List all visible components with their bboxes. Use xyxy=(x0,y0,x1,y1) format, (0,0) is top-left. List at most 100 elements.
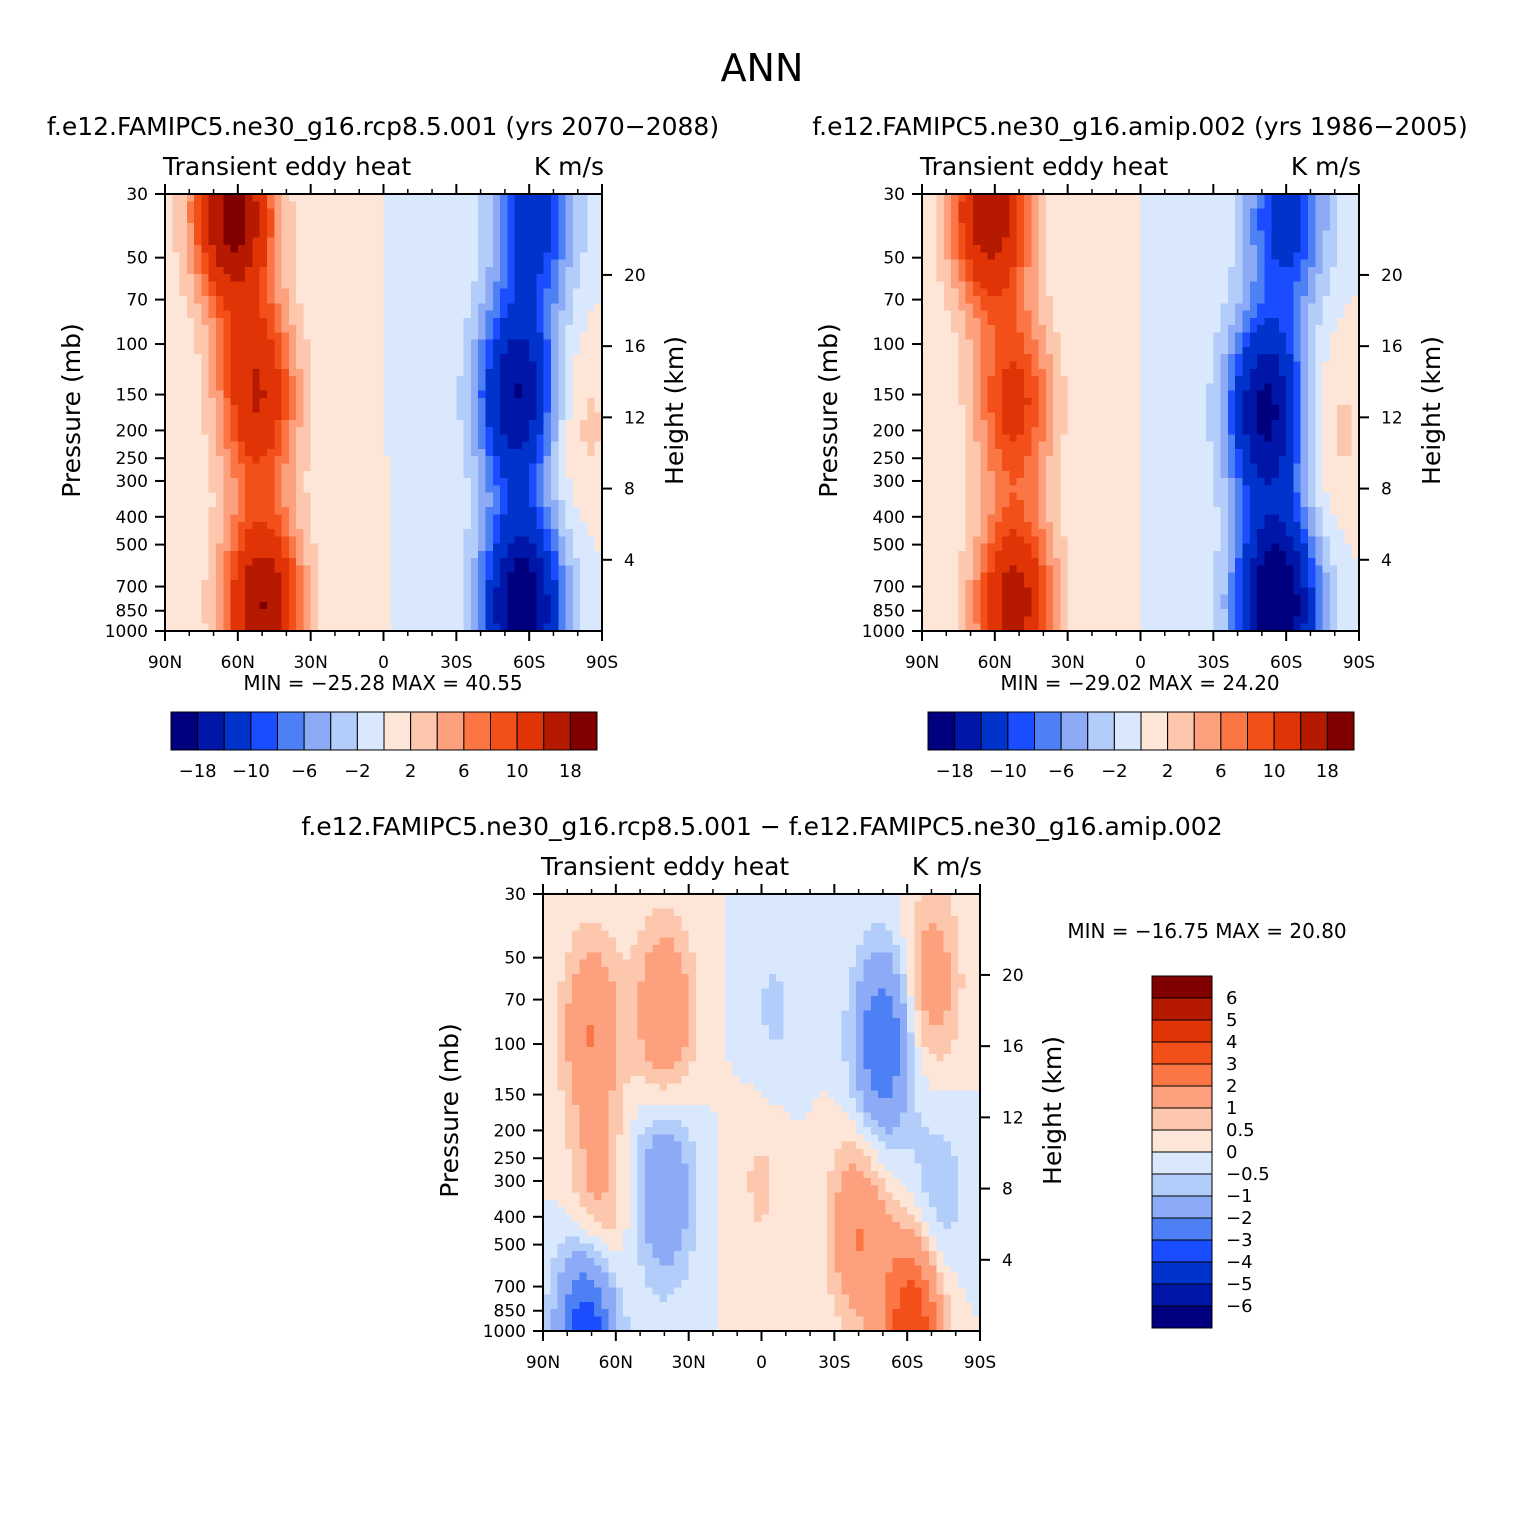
contour-cell xyxy=(427,405,436,414)
contour-cell xyxy=(223,456,232,465)
contour-cell xyxy=(951,427,960,435)
contour-cell xyxy=(259,616,268,625)
contour-cell xyxy=(441,201,450,210)
contour-cell xyxy=(1009,514,1018,523)
contour-cell xyxy=(514,456,523,465)
contour-cell xyxy=(223,580,232,588)
contour-cell xyxy=(390,259,399,268)
contour-cell xyxy=(1016,368,1025,377)
contour-cell xyxy=(1002,266,1010,275)
contour-cell xyxy=(1053,259,1061,268)
contour-cell xyxy=(1038,609,1047,618)
contour-cell xyxy=(951,208,960,217)
contour-cell xyxy=(463,492,472,501)
contour-cell xyxy=(434,419,443,428)
contour-cell xyxy=(441,230,450,239)
contour-cell xyxy=(514,361,523,370)
contour-cell xyxy=(405,543,414,552)
contour-cell xyxy=(441,361,450,370)
contour-cell xyxy=(339,478,348,486)
contour-cell xyxy=(390,514,399,523)
contour-cell xyxy=(434,339,443,348)
contour-cell xyxy=(1031,288,1040,297)
contour-cell xyxy=(310,332,319,341)
contour-cell xyxy=(412,587,421,596)
contour-cell xyxy=(223,507,232,516)
contour-cell xyxy=(179,550,188,559)
contour-cell xyxy=(186,346,195,355)
contour-cell xyxy=(1023,310,1032,319)
contour-cell xyxy=(543,529,552,537)
contour-cell xyxy=(1053,288,1061,297)
contour-cell xyxy=(587,536,596,545)
contour-cell xyxy=(347,346,355,355)
contour-cell xyxy=(922,346,930,355)
contour-cell xyxy=(514,332,523,341)
contour-cell xyxy=(172,529,181,537)
contour-cell xyxy=(943,580,952,588)
contour-cell xyxy=(427,521,436,530)
contour-cell xyxy=(980,499,989,508)
contour-cell xyxy=(1002,514,1010,523)
contour-cell xyxy=(252,609,261,618)
contour-cell xyxy=(580,325,589,333)
contour-cell xyxy=(922,456,930,465)
contour-cell xyxy=(274,310,283,319)
contour-cell xyxy=(1067,383,1076,392)
contour-cell xyxy=(252,427,261,435)
panel-title: f.e12.FAMIPC5.ne30_g16.rcp8.5.001 (yrs 2… xyxy=(47,112,719,141)
contour-cell xyxy=(186,266,195,275)
contour-cell xyxy=(1045,244,1054,253)
contour-cell xyxy=(943,536,952,545)
contour-cell xyxy=(980,397,989,406)
contour-cell xyxy=(339,594,348,603)
contour-cell xyxy=(987,565,996,574)
contour-cell xyxy=(310,507,319,516)
contour-cell xyxy=(1060,376,1069,384)
contour-cell xyxy=(208,376,217,384)
contour-cell xyxy=(478,419,487,428)
contour-cell xyxy=(572,565,581,574)
contour-cell xyxy=(237,295,246,304)
contour-cell xyxy=(339,259,348,268)
contour-cell xyxy=(543,594,552,603)
contour-cell xyxy=(980,470,989,479)
contour-cell xyxy=(507,361,516,370)
contour-cell xyxy=(987,215,996,224)
contour-cell xyxy=(594,281,603,290)
contour-cell xyxy=(492,325,501,333)
contour-cell xyxy=(186,259,195,268)
contour-cell xyxy=(259,339,268,348)
contour-cell xyxy=(463,346,472,355)
contour-cell xyxy=(296,295,304,304)
contour-cell xyxy=(179,317,188,326)
contour-cell xyxy=(368,448,377,457)
contour-cell xyxy=(201,237,210,246)
contour-cell xyxy=(208,310,217,319)
contour-cell xyxy=(965,499,974,508)
contour-cell xyxy=(478,521,487,530)
contour-cell xyxy=(230,587,239,596)
contour-cell xyxy=(347,536,355,545)
contour-cell xyxy=(259,587,268,596)
contour-cell xyxy=(478,194,487,202)
contour-cell xyxy=(172,572,181,581)
contour-cell xyxy=(1045,478,1054,486)
contour-cell xyxy=(492,346,501,355)
contour-cell xyxy=(281,594,290,603)
contour-cell xyxy=(1060,201,1069,210)
contour-cell xyxy=(383,252,392,261)
contour-cell xyxy=(405,266,414,275)
contour-cell xyxy=(310,354,319,363)
contour-cell xyxy=(922,463,930,472)
contour-cell xyxy=(434,448,443,457)
contour-cell xyxy=(288,456,297,465)
contour-cell xyxy=(478,339,487,348)
contour-cell xyxy=(987,441,996,450)
contour-cell xyxy=(303,303,312,312)
contour-cell xyxy=(354,361,363,370)
contour-cell xyxy=(1067,601,1076,610)
contour-cell xyxy=(266,456,275,465)
contour-cell xyxy=(427,419,436,428)
contour-cell xyxy=(536,441,545,450)
